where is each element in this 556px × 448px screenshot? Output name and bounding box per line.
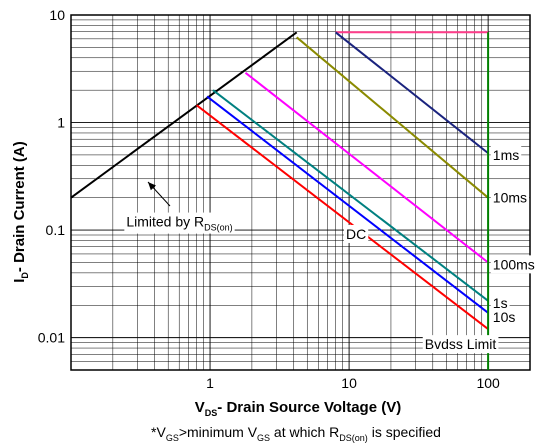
annotation-background xyxy=(124,212,235,234)
y-axis-title: ID- Drain Current (A) xyxy=(11,141,30,283)
ticks: 1 10 100 10 1 0.1 0.01 xyxy=(38,7,500,391)
annotation-dc: DC xyxy=(346,226,366,242)
y-tick-label: 0.01 xyxy=(38,330,65,346)
series-line-rds-limit xyxy=(70,31,298,199)
annotation-1ms: 1ms xyxy=(493,147,519,163)
annotation-background xyxy=(490,293,510,312)
annotation-100ms: 100ms xyxy=(493,256,535,272)
series-line-100ms xyxy=(244,72,489,264)
x-tick-label: 100 xyxy=(476,375,500,391)
series-line-1ms xyxy=(334,31,489,154)
grid xyxy=(70,14,531,371)
series-line-1s xyxy=(212,89,489,302)
y-tick-label: 10 xyxy=(49,7,65,23)
annotation-background xyxy=(422,335,499,354)
annotation-background xyxy=(490,145,522,164)
x-tick-label: 10 xyxy=(341,375,357,391)
plot-frame xyxy=(70,14,531,371)
rds-arrow-head xyxy=(148,182,156,191)
series-line-dc xyxy=(195,104,489,330)
annotation-background xyxy=(490,255,537,274)
annotation-bvdss: Bvdss Limit xyxy=(425,336,497,352)
x-axis-title: VDS- Drain Source Voltage (V) xyxy=(195,399,401,418)
annotation-background xyxy=(490,188,530,207)
series-line-10s xyxy=(206,95,489,314)
y-tick-label: 1 xyxy=(57,115,65,131)
y-tick-label: 0.1 xyxy=(46,222,66,238)
annotation-10s: 10s xyxy=(493,309,516,325)
series-lines xyxy=(70,31,490,370)
annotation-background xyxy=(490,308,518,327)
annotation-10ms: 10ms xyxy=(493,190,527,206)
x-tick-label: 1 xyxy=(206,375,214,391)
annotation-1s: 1s xyxy=(493,295,508,311)
annotation-background xyxy=(343,224,369,243)
footnote: *VGS>minimum VGS at which RDS(on) is spe… xyxy=(151,424,441,443)
series-line-10ms xyxy=(296,36,489,199)
